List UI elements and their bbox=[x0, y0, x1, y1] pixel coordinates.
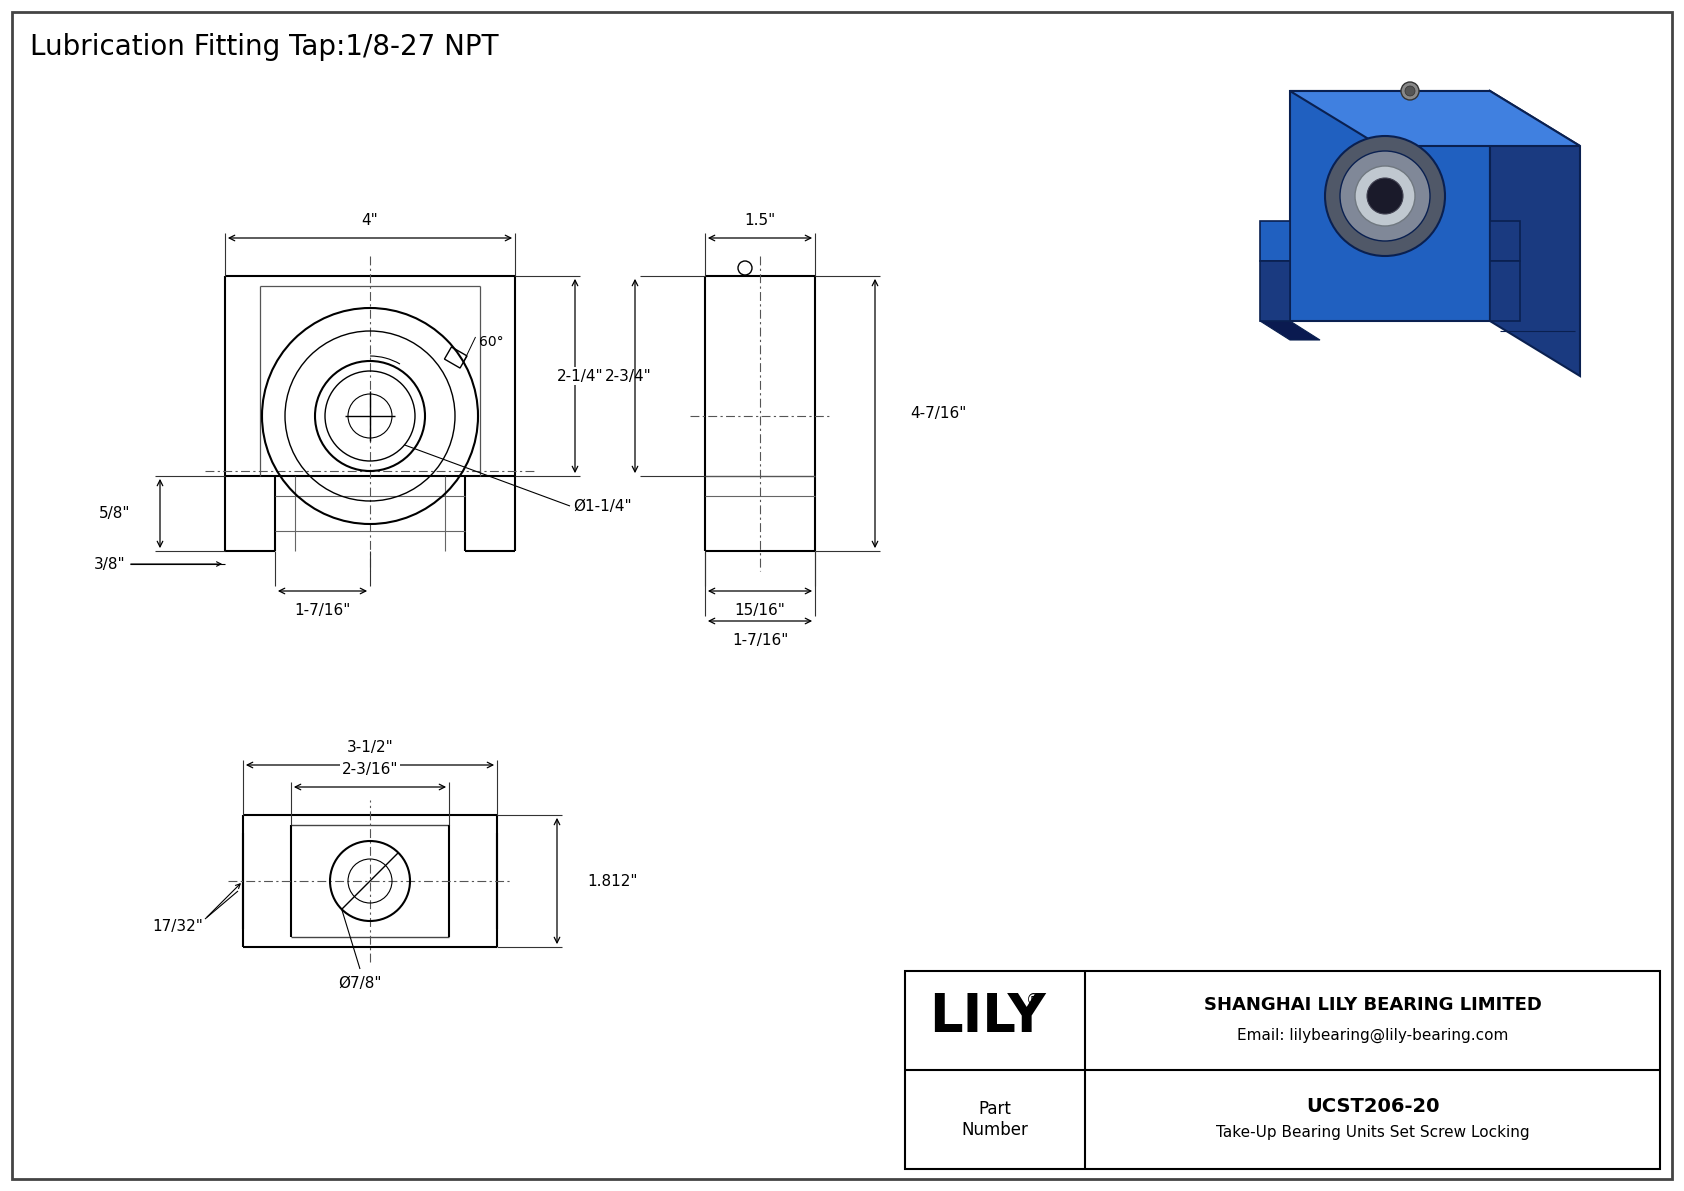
Text: 4": 4" bbox=[362, 213, 379, 227]
Text: 1-7/16": 1-7/16" bbox=[295, 603, 350, 618]
Text: UCST206-20: UCST206-20 bbox=[1305, 1097, 1440, 1116]
Text: Take-Up Bearing Units Set Screw Locking: Take-Up Bearing Units Set Screw Locking bbox=[1216, 1125, 1529, 1140]
Circle shape bbox=[1401, 82, 1420, 100]
Circle shape bbox=[1367, 177, 1403, 214]
Text: 17/32": 17/32" bbox=[152, 918, 204, 934]
Text: 15/16": 15/16" bbox=[734, 603, 785, 618]
Circle shape bbox=[1325, 136, 1445, 256]
Polygon shape bbox=[1260, 322, 1320, 339]
Circle shape bbox=[1340, 151, 1430, 241]
Text: 2-3/4": 2-3/4" bbox=[605, 368, 652, 384]
Text: 2-3/16": 2-3/16" bbox=[342, 762, 397, 777]
Text: Email: lilybearing@lily-bearing.com: Email: lilybearing@lily-bearing.com bbox=[1236, 1028, 1509, 1043]
Polygon shape bbox=[1290, 91, 1490, 322]
Polygon shape bbox=[1490, 261, 1521, 322]
Text: 3/8": 3/8" bbox=[93, 556, 125, 572]
Text: Part
Number: Part Number bbox=[962, 1100, 1029, 1139]
Text: Lubrication Fitting Tap:1/8-27 NPT: Lubrication Fitting Tap:1/8-27 NPT bbox=[30, 33, 498, 61]
Text: Ø7/8": Ø7/8" bbox=[338, 975, 382, 991]
Text: LILY: LILY bbox=[928, 991, 1046, 1043]
Circle shape bbox=[1356, 166, 1415, 226]
Text: 1.5": 1.5" bbox=[744, 213, 776, 227]
Text: SHANGHAI LILY BEARING LIMITED: SHANGHAI LILY BEARING LIMITED bbox=[1204, 997, 1541, 1015]
Text: Ø1-1/4": Ø1-1/4" bbox=[573, 499, 632, 513]
Text: 4-7/16": 4-7/16" bbox=[909, 406, 967, 420]
Polygon shape bbox=[1490, 91, 1580, 376]
Polygon shape bbox=[1260, 261, 1290, 322]
Text: 1.812": 1.812" bbox=[588, 873, 638, 888]
Text: 5/8": 5/8" bbox=[98, 506, 130, 520]
Bar bbox=[904, 971, 1660, 1170]
Circle shape bbox=[1404, 86, 1415, 96]
Text: 1-7/16": 1-7/16" bbox=[733, 632, 788, 648]
Text: 60°: 60° bbox=[478, 335, 504, 349]
Text: ®: ® bbox=[1026, 993, 1041, 1008]
Bar bbox=[445, 347, 466, 368]
Polygon shape bbox=[1290, 91, 1580, 146]
Polygon shape bbox=[1490, 222, 1521, 261]
Polygon shape bbox=[1260, 222, 1290, 261]
Text: 3-1/2": 3-1/2" bbox=[347, 740, 394, 755]
Text: 2-1/4": 2-1/4" bbox=[556, 368, 603, 384]
